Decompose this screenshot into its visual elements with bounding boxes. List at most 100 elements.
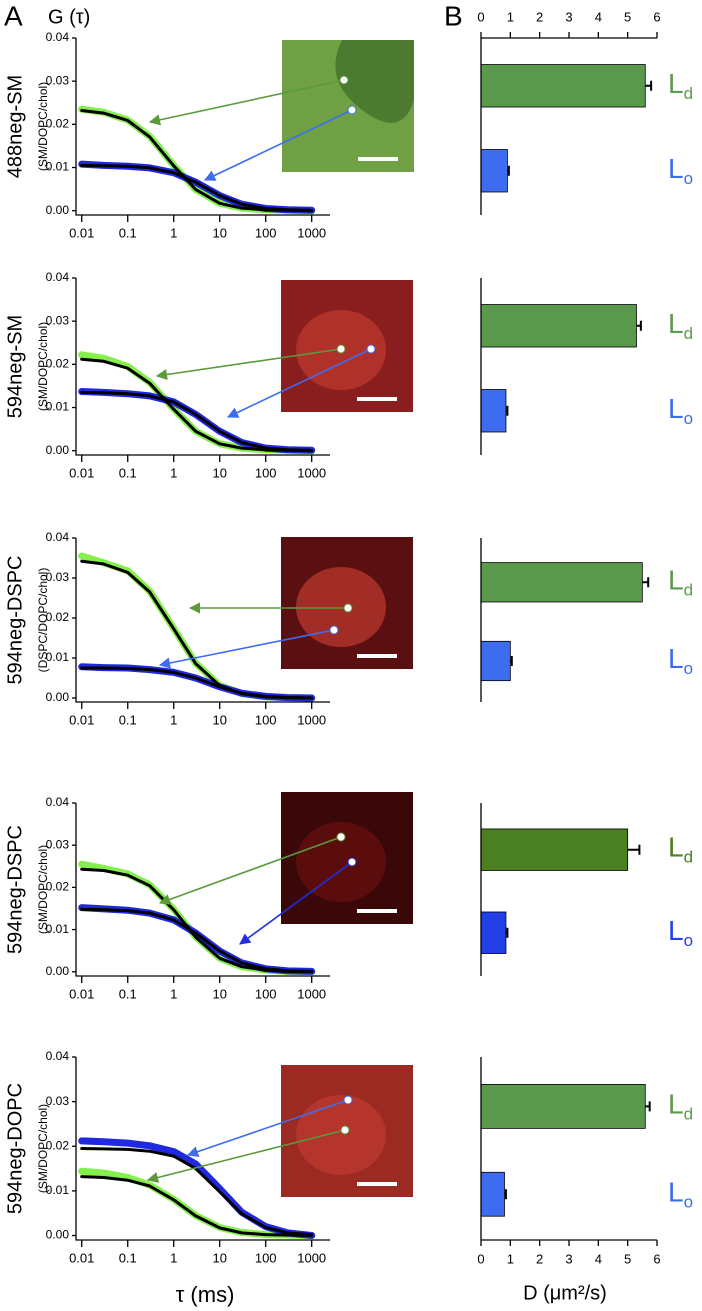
- measurement-spot: [347, 105, 357, 115]
- fit-line: [80, 390, 314, 452]
- scale-bar: [357, 1182, 397, 1186]
- axis-frame: [75, 38, 330, 216]
- x-tick-label: 10: [212, 986, 226, 1001]
- category-subscript: d: [684, 848, 693, 867]
- x-tick-label: 0.1: [119, 712, 137, 727]
- x-tick-label: 0.1: [119, 986, 137, 1001]
- measurement-spot: [366, 344, 376, 354]
- bar: [480, 389, 507, 433]
- category-letter: L: [668, 915, 684, 946]
- y-tick-label: 0.04: [46, 1049, 70, 1063]
- axis-frame: [75, 803, 330, 977]
- bar: [480, 1084, 646, 1129]
- fit-line: [80, 163, 314, 212]
- scale-bar: [357, 909, 397, 913]
- x-tick-label: 1: [170, 1250, 177, 1265]
- panel-label: A: [4, 0, 23, 31]
- data-curve: [78, 105, 316, 215]
- bar: [480, 640, 511, 682]
- pointer-arrow: [158, 629, 335, 669]
- y-tick-label: 0.01: [46, 400, 70, 414]
- bar: [480, 149, 508, 193]
- data-curve: [78, 388, 316, 454]
- measurement-spot: [336, 344, 346, 354]
- x-tick-label: 1000: [297, 986, 326, 1001]
- x-tick-label: 5: [624, 1251, 631, 1266]
- measurement-spot: [329, 625, 339, 635]
- x-tick-label: 0.1: [119, 1250, 137, 1265]
- axis-frame: [75, 538, 330, 703]
- category-label: Lo: [668, 153, 693, 188]
- error-bar: [510, 656, 513, 666]
- y-tick-label: 0.00: [46, 1228, 70, 1242]
- category-subscript: o: [684, 931, 693, 950]
- category-label: Lo: [668, 393, 693, 428]
- y-axis-title: G (τ): [48, 6, 90, 28]
- y-tick-label: 0.00: [46, 690, 70, 704]
- y-tick-label: 0.00: [46, 203, 70, 217]
- row-title: 594neg-SM: [4, 315, 26, 418]
- row-subtitle: (DSPC/DOPC/chol): [36, 568, 50, 673]
- category-subscript: o: [684, 659, 693, 678]
- y-tick-label: 0.01: [46, 1183, 70, 1197]
- inset-domain: [296, 567, 386, 647]
- y-tick-label: 0.00: [46, 964, 70, 978]
- row-subtitle: (SM/DOPC/chol): [36, 845, 50, 934]
- y-tick-label: 0.02: [46, 117, 70, 131]
- data-curve: [78, 1137, 316, 1239]
- x-tick-label: 10: [212, 225, 226, 240]
- x-tick-label: 0.01: [69, 225, 94, 240]
- row-title: 594neg-DSPC: [4, 556, 26, 685]
- y-tick-label: 0.03: [46, 313, 70, 327]
- x-tick-label: 100: [255, 1250, 277, 1265]
- category-letter: L: [668, 643, 684, 674]
- fit-line: [80, 666, 314, 700]
- x-tick-label: 10: [212, 712, 226, 727]
- x-tick-label: 6: [653, 9, 660, 24]
- x-tick-label: 4: [595, 9, 602, 24]
- error-bar: [507, 165, 510, 176]
- x-tick-label: 1000: [297, 465, 326, 480]
- row-subtitle: (SM/DOPC/chol): [36, 322, 50, 411]
- bar: [480, 304, 637, 348]
- x-tick-label: 4: [595, 1251, 602, 1266]
- pointer-arrow: [186, 1099, 349, 1158]
- x-tick-label: 1: [170, 465, 177, 480]
- x-tick-label: 0.01: [69, 986, 94, 1001]
- measurement-spot: [343, 1095, 353, 1105]
- row-subtitle: (SM/DOPC/chol): [36, 82, 50, 171]
- x-tick-label: 10: [212, 465, 226, 480]
- category-label: Lo: [668, 915, 693, 950]
- x-tick-label: 1000: [297, 1250, 326, 1265]
- category-letter: L: [668, 1177, 684, 1208]
- x-tick-label: 100: [255, 712, 277, 727]
- pointer-arrow: [239, 861, 353, 945]
- fit-line: [80, 1175, 314, 1237]
- category-label: Lo: [668, 643, 693, 678]
- x-tick-label: 100: [255, 465, 277, 480]
- error-bar: [627, 844, 641, 855]
- x-tick-label: 0.01: [69, 712, 94, 727]
- error-bar: [645, 1101, 651, 1112]
- x-tick-label: 0: [477, 9, 484, 24]
- x-tick-label: 1: [507, 9, 514, 24]
- fit-line: [80, 357, 314, 453]
- category-subscript: d: [684, 1105, 693, 1124]
- y-tick-label: 0.02: [46, 1138, 70, 1152]
- inset-domain: [296, 1095, 386, 1175]
- pointer-arrow: [148, 79, 345, 126]
- y-tick-label: 0.00: [46, 443, 70, 457]
- measurement-spot: [340, 1125, 350, 1135]
- row-subtitle: (SM/DOPC/chol): [36, 1104, 50, 1193]
- x-tick-label: 2: [536, 1251, 543, 1266]
- x-axis-title: D (μm²/s): [523, 1282, 607, 1304]
- y-tick-label: 0.04: [46, 270, 70, 284]
- x-tick-label: 100: [255, 986, 277, 1001]
- bar: [480, 911, 507, 954]
- x-tick-label: 0: [477, 1251, 484, 1266]
- measurement-spot: [343, 603, 353, 613]
- x-tick-label: 3: [565, 1251, 572, 1266]
- category-label: Ld: [668, 68, 693, 103]
- axis-frame: [75, 278, 330, 456]
